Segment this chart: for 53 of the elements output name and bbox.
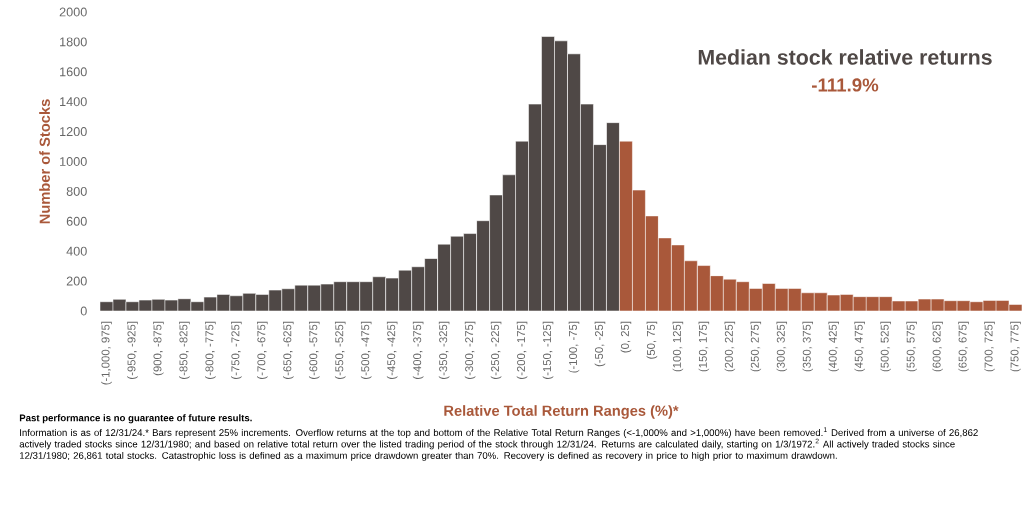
- x-tick-label: (350, 375]: [802, 321, 814, 372]
- x-tick-label: (-250, -225]: [490, 321, 502, 379]
- y-tick-label: 200: [66, 276, 87, 286]
- x-tick-label: (100, 125]: [672, 321, 684, 372]
- x-tick-label: (-550, -525]: [334, 321, 346, 379]
- y-tick-label: 1000: [60, 157, 87, 166]
- x-tick-label: (900, -875]: [153, 321, 164, 376]
- x-axis-title: Relative Total Return Ranges (%)*: [444, 405, 679, 419]
- x-tick-label: (-750, -725]: [231, 321, 242, 379]
- x-tick-label: (750, 775]: [1010, 321, 1021, 372]
- y-tick-label: 1800: [60, 37, 87, 47]
- y-axis-title: Number of Stocks: [39, 99, 50, 224]
- x-tick-label: (500, 525]: [880, 321, 891, 372]
- text: Past performance is no guarantee of future results.: [19, 414, 252, 424]
- x-tick-label: (600, 625]: [932, 321, 943, 372]
- x-tick-label: (-400, -375]: [412, 321, 424, 379]
- x-tick-label: (-150, -125]: [542, 321, 554, 379]
- x-tick-label: (700, 725]: [984, 321, 995, 372]
- text: -111.9%: [812, 78, 879, 92]
- x-tick-label: (-850, -825]: [179, 321, 190, 379]
- x-tick-label: (-100, -75]: [568, 321, 580, 373]
- x-tick-label: (-600, -575]: [308, 321, 320, 379]
- x-tick-label: (50, 75]: [646, 321, 658, 359]
- x-tick-label: (0, 25]: [620, 321, 632, 353]
- text: Median stock relative returns: [698, 49, 992, 65]
- x-tick-label: (550, 575]: [906, 321, 917, 372]
- y-tick-label: 800: [66, 186, 87, 196]
- x-tick-label: (-650, -625]: [283, 321, 294, 379]
- x-tick-label: (-50, -25]: [594, 321, 606, 367]
- x-tick-label: (250, 275]: [750, 321, 762, 372]
- x-tick-label: (-700, -675]: [257, 321, 268, 379]
- text: Information is as of 12/31/24.* Bars represent 25% increments. Overflow returns at the top and bottom of the Relative Total Return Ranges (<-1,000% and >1,000%) have been removed.$^{1}$ Derived from a universe of 26,862 actively traded stocks since 12/31/1980; and based on relative total return over the listed trading period of the stock through 12/31/24. Returns are calculated daily, starting on 1/3/1972.$^{2}$ All actively traded stocks since 12/31/1980; 26,861 total stocks. Catastrophic loss is defined as a maximum price drawdown greater than 70%. Recovery is defined as recovery in price to high prior to maximum drawdown.: [19, 427, 978, 461]
- x-tick-label: (-800, -775]: [205, 321, 216, 379]
- x-tick-label: (650, 675]: [958, 321, 969, 372]
- x-tick-label: (400, 425]: [828, 321, 839, 372]
- x-tick-label: (450, 475]: [854, 321, 865, 372]
- y-tick-label: 1400: [60, 97, 87, 107]
- x-tick-label: (300, 325]: [776, 321, 788, 372]
- y-tick-label: 400: [66, 246, 87, 256]
- x-tick-label: (-300, -275]: [464, 321, 476, 379]
- y-tick-label: 600: [66, 216, 87, 226]
- x-tick-label: (200, 225]: [724, 321, 736, 372]
- x-tick-label: (-1,000, 975]: [101, 321, 112, 385]
- x-tick-label: (-200, -175]: [516, 321, 528, 379]
- x-tick-label: (-500, -475]: [360, 321, 372, 379]
- y-tick-label: 0: [80, 306, 87, 316]
- x-tick-label: (150, 175]: [698, 321, 710, 372]
- y-tick-label: 2000: [59, 7, 87, 17]
- y-tick-label: 1200: [60, 127, 87, 137]
- x-tick-label: (-350, -325]: [438, 321, 450, 379]
- x-tick-label: (-450, -425]: [386, 321, 398, 379]
- x-tick-label: (-950, -925]: [127, 321, 138, 379]
- y-tick-label: 1600: [60, 67, 87, 77]
